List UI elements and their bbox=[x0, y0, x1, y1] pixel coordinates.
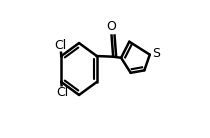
Text: S: S bbox=[152, 47, 160, 60]
Text: Cl: Cl bbox=[54, 39, 67, 52]
Text: Cl: Cl bbox=[56, 86, 68, 99]
Text: O: O bbox=[107, 20, 117, 33]
